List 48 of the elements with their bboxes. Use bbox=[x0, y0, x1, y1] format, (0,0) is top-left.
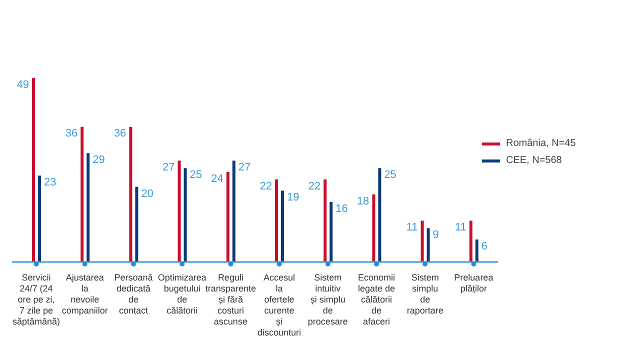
legend-label: CEE, N=568 bbox=[506, 155, 562, 166]
data-label: 19 bbox=[287, 192, 300, 204]
data-label: 11 bbox=[454, 222, 466, 234]
bar bbox=[330, 202, 333, 262]
bar bbox=[232, 160, 236, 262]
bar bbox=[184, 168, 187, 262]
data-label: 22 bbox=[260, 180, 272, 192]
x-tick-label: Preluarea plăților bbox=[454, 272, 494, 294]
bar bbox=[378, 168, 382, 262]
bar bbox=[469, 220, 472, 262]
data-label: 22 bbox=[308, 180, 321, 192]
x-tick-label: Persoană dedicată de contact bbox=[114, 272, 153, 316]
data-label: 24 bbox=[211, 172, 224, 185]
bar bbox=[86, 153, 90, 262]
data-label: 18 bbox=[356, 195, 370, 208]
x-tick-label: Accesul la ofertele curente și discounturi bbox=[258, 272, 302, 338]
bar bbox=[178, 160, 181, 262]
bar bbox=[372, 194, 376, 262]
bar bbox=[420, 220, 424, 262]
data-label: 16 bbox=[336, 202, 348, 215]
data-label: 49 bbox=[16, 78, 29, 91]
bar bbox=[38, 176, 41, 262]
x-tick-label: Economii legate de călătorii de afaceri bbox=[358, 272, 396, 326]
x-tick-label: Reguli transparente și fără costuri ascunse bbox=[205, 272, 256, 326]
data-label: 27 bbox=[162, 162, 175, 174]
bar bbox=[135, 186, 138, 262]
data-label: 25 bbox=[190, 169, 202, 182]
bar bbox=[475, 239, 478, 262]
bar bbox=[281, 190, 284, 262]
data-label: 36 bbox=[114, 128, 126, 140]
data-label: 29 bbox=[92, 154, 105, 166]
x-tick-label: Sistem intuitiv și simplu de procesare bbox=[308, 272, 348, 326]
x-tick-label: Sistem simplu de raportare bbox=[406, 272, 444, 316]
x-tick-label: Optimizarea bugetului de călătorii bbox=[158, 272, 206, 316]
bar bbox=[426, 228, 430, 262]
x-tick-label: Ajustarea la nevoile companiilor bbox=[62, 272, 108, 316]
data-label: 9 bbox=[432, 229, 439, 242]
data-label: 20 bbox=[141, 188, 154, 200]
bar bbox=[226, 172, 230, 262]
data-label: 27 bbox=[238, 162, 251, 174]
data-label: 25 bbox=[384, 169, 396, 182]
data-label: 11 bbox=[406, 222, 418, 234]
data-label: 6 bbox=[481, 240, 488, 252]
data-label: 36 bbox=[65, 128, 78, 140]
bar bbox=[129, 126, 132, 262]
legend-label: România, N=45 bbox=[506, 138, 576, 149]
data-label: 23 bbox=[44, 176, 56, 189]
x-tick-label: Servicii 24/7 (24 ore pe zi, 7 zile pe săptămână) bbox=[12, 272, 60, 326]
